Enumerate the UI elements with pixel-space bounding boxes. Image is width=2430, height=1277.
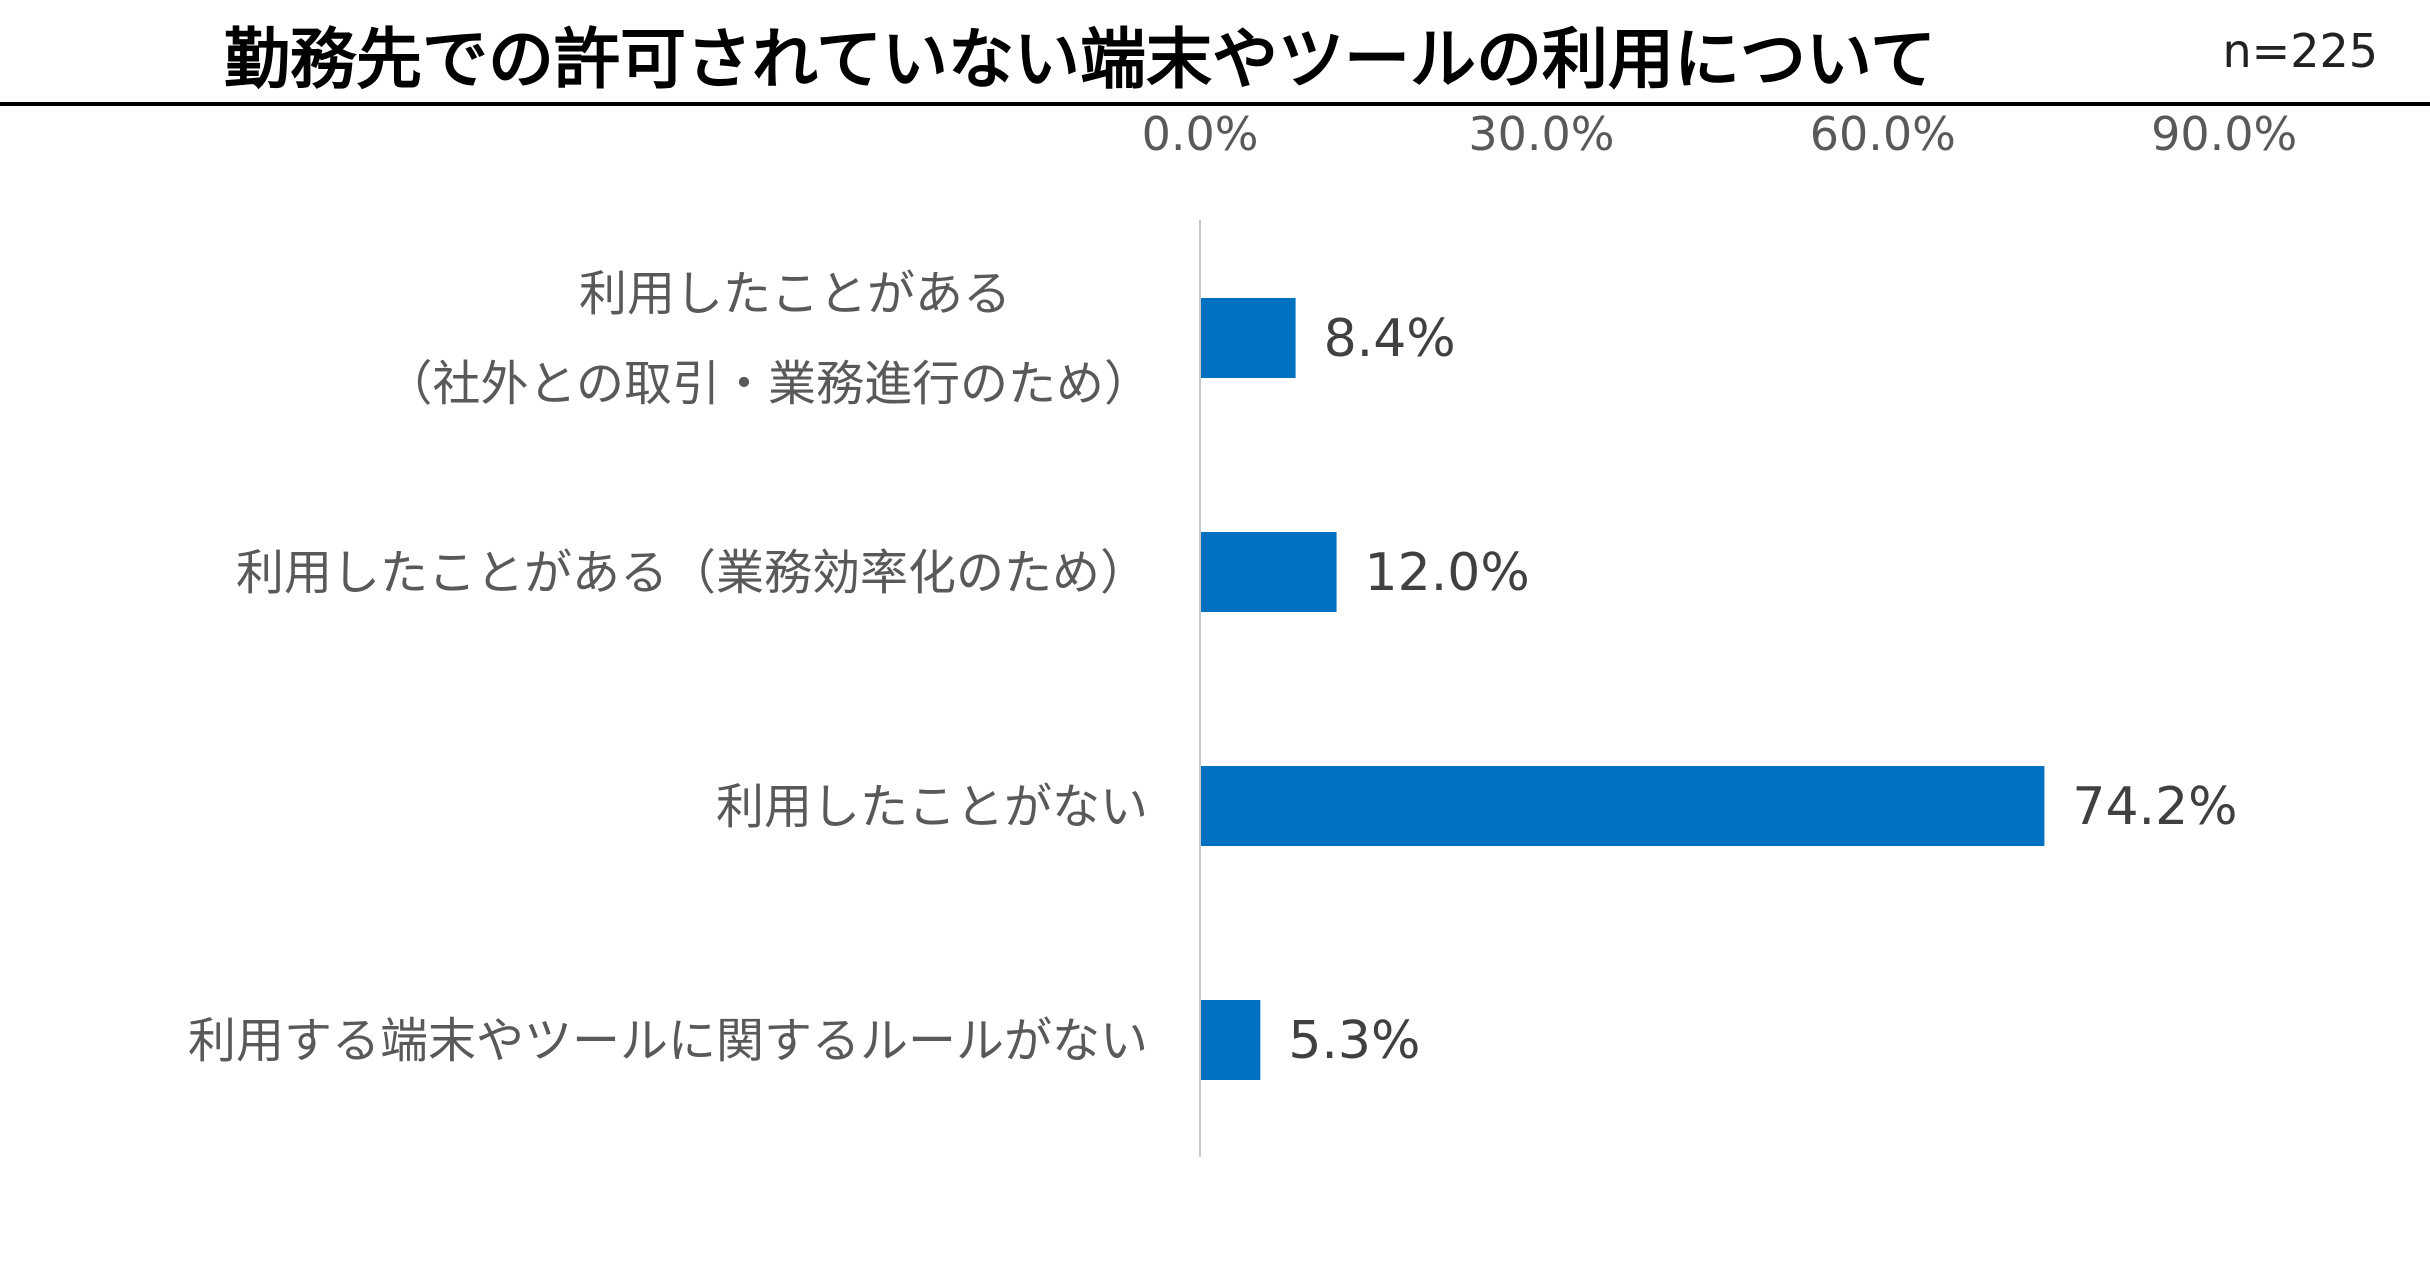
category-label: 利用したことがある xyxy=(579,266,1011,322)
bar xyxy=(1201,298,1296,378)
category-label: 利用する端末やツールに関するルールがない xyxy=(188,1013,1148,1069)
bar xyxy=(1201,766,2045,846)
x-tick-label: 30.0% xyxy=(1468,107,1614,161)
category-label: 利用したことがない xyxy=(716,779,1148,835)
bar-value-label: 74.2% xyxy=(2072,777,2237,837)
category-label: 利用したことがある（業務効率化のため） xyxy=(236,545,1148,601)
x-tick-label: 90.0% xyxy=(2151,107,2297,161)
x-tick-label: 60.0% xyxy=(1810,107,1956,161)
bar-value-label: 5.3% xyxy=(1288,1011,1420,1071)
bar xyxy=(1201,532,1337,612)
bar-value-label: 8.4% xyxy=(1324,309,1456,369)
bar-value-label: 12.0% xyxy=(1365,543,1530,603)
sample-size-label: n=225 xyxy=(2222,24,2379,78)
title-underline xyxy=(0,102,2430,106)
chart-title: 勤務先での許可されていない端末やツールの利用について xyxy=(223,21,1937,98)
bar xyxy=(1201,1000,1261,1080)
category-label: （社外との取引・業務進行のため） xyxy=(384,356,1152,412)
x-tick-label: 0.0% xyxy=(1142,107,1259,161)
